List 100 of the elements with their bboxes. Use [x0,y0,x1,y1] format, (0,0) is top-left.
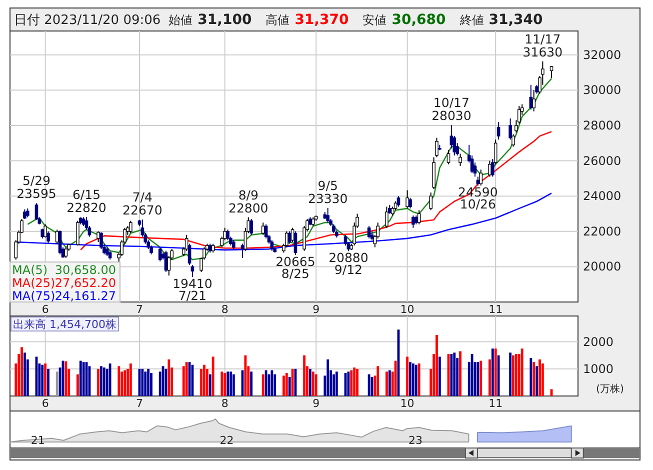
x-tick-label: 9 [312,397,320,410]
bar [414,364,418,396]
bar [82,362,85,396]
bar [147,368,150,396]
bar [208,374,212,396]
bar [532,362,536,396]
y-tick-label: 24000 [583,189,622,204]
x-tick-label: 23 [408,434,423,447]
text: 始値 [168,13,193,27]
bar [232,374,235,396]
bar [224,372,226,396]
annotation: 7/4 22670 [122,190,162,218]
annotation: 9/5 23330 [308,178,348,206]
bar [514,354,518,396]
bar [168,359,170,396]
bar [459,351,462,396]
bar [64,361,68,396]
bar [185,362,188,396]
bar [44,363,47,396]
bar [520,348,524,396]
y-tick-label: 2000 [583,334,614,349]
bar [476,362,480,396]
bar [386,372,388,396]
bar [270,370,274,396]
annotation: 30,658.00 [54,263,116,277]
text: 31,340 [488,12,544,28]
bar [350,370,353,396]
x-tick-label: 10 [400,303,414,316]
y-tick-label: 1000 [583,362,614,376]
bar [335,372,338,396]
bar [436,334,438,396]
bar [314,374,318,396]
bar [541,363,544,396]
bar [47,368,50,396]
text: 終値 [458,13,484,27]
bar [20,347,23,396]
bar [418,363,420,396]
bar [480,360,482,396]
x-tick-label: 9 [312,303,320,316]
y-tick-label: 22000 [583,224,622,238]
text: 安値 [362,13,387,27]
x-tick-label: 10 [400,397,414,410]
text: 31,100 [198,12,252,28]
annotation: 20665 8/25 [276,254,316,281]
annotation: 11/17 31630 [522,31,563,60]
bar [388,370,391,396]
annotation: 20880 9/12 [328,250,368,278]
bar [538,359,541,396]
x-tick-label: 11 [488,397,503,410]
bar [56,372,58,396]
bar [206,368,208,396]
bar [129,363,132,396]
bar [250,372,253,396]
bar [303,355,306,396]
bar [102,368,106,396]
bar [509,352,512,396]
bar [182,366,185,396]
text: MA(75) [12,289,56,303]
annotation: 6/15 22820 [66,186,106,215]
bar [274,374,276,396]
annotation: 10/17 28030 [432,94,472,123]
y-tick-label: 26000 [583,154,622,168]
bar [262,374,264,396]
bar [108,363,112,396]
bar [288,377,291,396]
x-tick-label: 8 [221,397,228,410]
annotation: 19410 7/21 [172,276,212,304]
bar [491,348,494,396]
chart-title: 日付 2023/11/20 09:06 [14,13,161,28]
bar [24,352,26,396]
bar [438,356,441,396]
x-tick-label: 6 [42,397,49,410]
bar [530,358,532,396]
y-tick-label: 30000 [583,83,622,98]
bar [282,376,285,396]
y-tick-label: 28000 [583,118,622,132]
y-axis-title: (万株) [596,383,624,395]
annotation: 8/9 22800 [228,187,268,216]
x-tick-label: 8 [221,303,228,316]
bar [244,355,247,396]
text: MA(25) [12,276,56,290]
bar [470,354,474,396]
bar [212,356,214,396]
text: 31,370 [294,12,349,28]
bar [100,366,102,396]
bar [376,366,380,396]
x-tick-label: 7 [136,303,143,316]
bar [230,372,232,396]
x-tick-label: 6 [42,303,49,316]
bar [406,356,409,396]
bar [97,368,100,396]
bar [226,372,229,396]
bar [412,363,414,396]
x-tick-label: 7 [136,397,143,410]
x-tick-label: 11 [488,303,503,316]
bar [308,368,312,396]
text: 高値 [266,13,290,27]
text: 30,680 [392,12,446,28]
bar [203,364,206,396]
bar [494,348,497,396]
